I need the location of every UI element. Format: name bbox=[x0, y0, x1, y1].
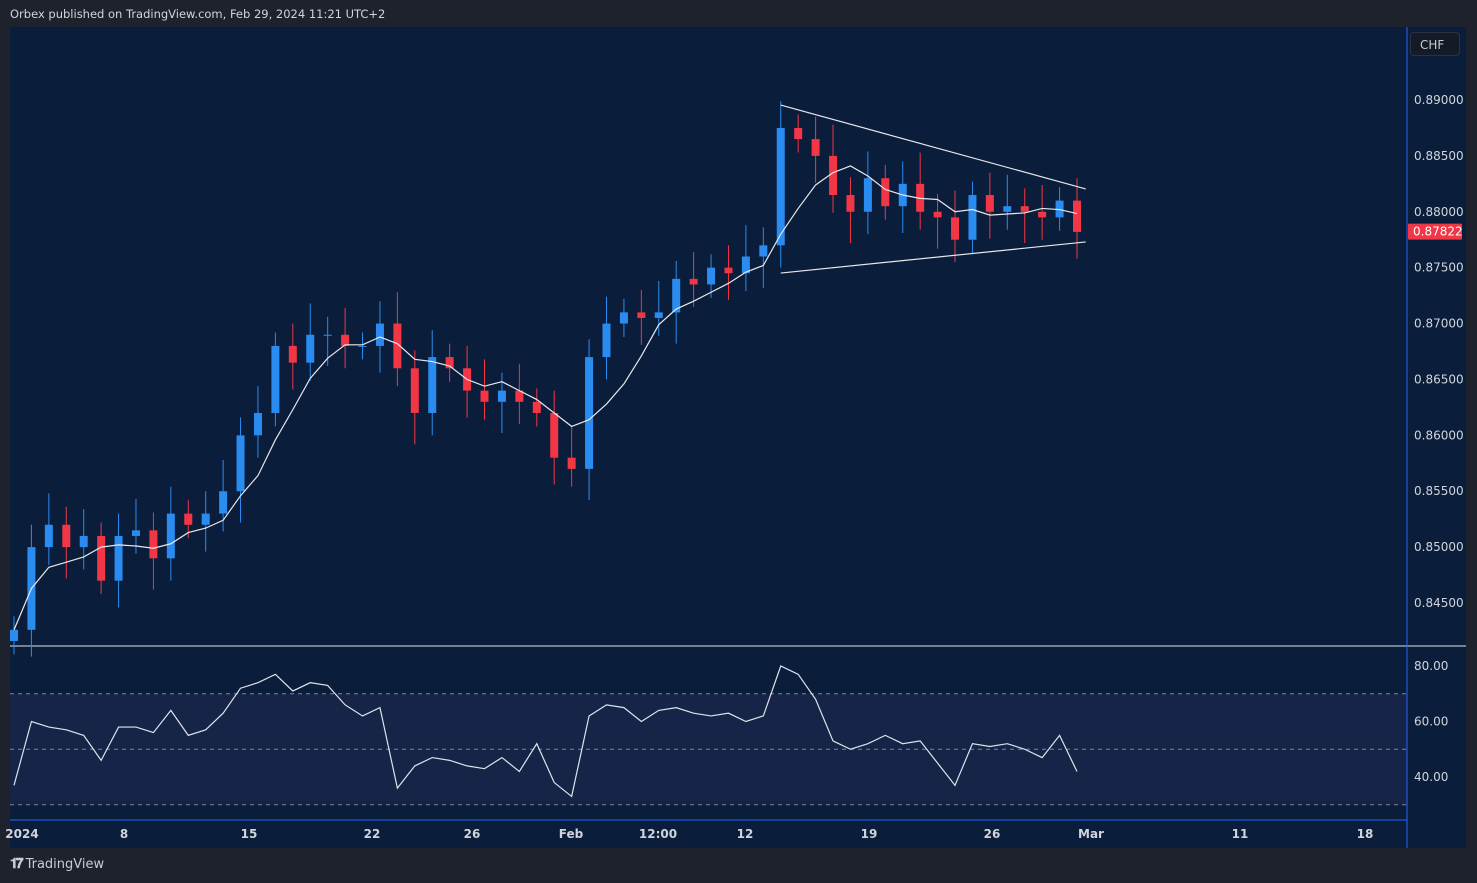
candle-body bbox=[1003, 206, 1012, 212]
candle-body bbox=[445, 357, 454, 369]
rsi-line bbox=[13, 665, 1078, 798]
candle-body bbox=[689, 278, 698, 285]
candle-body bbox=[567, 457, 576, 469]
candle-body bbox=[428, 357, 437, 413]
time-tick-label: 2024 bbox=[5, 827, 38, 841]
candle-body bbox=[985, 195, 994, 212]
candle-body bbox=[184, 513, 193, 525]
candle-body bbox=[480, 390, 489, 402]
candle-body bbox=[131, 530, 140, 536]
candle-body bbox=[236, 435, 245, 492]
candle-body bbox=[1073, 200, 1081, 232]
rsi-tick-label: 60.00 bbox=[1414, 715, 1448, 729]
candle-body bbox=[515, 390, 524, 402]
currency-button[interactable]: CHF bbox=[1410, 32, 1460, 56]
candle-body bbox=[149, 530, 158, 559]
candle-body bbox=[672, 278, 681, 313]
candle-body bbox=[707, 267, 716, 285]
candle-body bbox=[306, 334, 315, 363]
time-tick-label: Feb bbox=[559, 827, 584, 841]
trendline-upper bbox=[780, 104, 1086, 190]
price-tick-label: 0.88500 bbox=[1414, 149, 1464, 163]
tradingview-logo[interactable]: 𝟏𝟕 TradingView bbox=[10, 856, 104, 872]
time-tick-label: 22 bbox=[364, 827, 381, 841]
candle-body bbox=[288, 345, 297, 363]
candle-body bbox=[759, 245, 768, 257]
time-tick-label: 26 bbox=[464, 827, 481, 841]
price-tick-label: 0.89000 bbox=[1414, 93, 1464, 107]
price-tick-label: 0.86000 bbox=[1414, 428, 1464, 442]
candle-body bbox=[654, 312, 663, 318]
candle-body bbox=[62, 524, 71, 548]
candle-body bbox=[1038, 211, 1047, 218]
price-tick-label: 0.88000 bbox=[1414, 205, 1464, 219]
candle-body bbox=[201, 513, 210, 525]
candle-body bbox=[968, 195, 977, 240]
candle-body bbox=[271, 345, 280, 413]
price-tick-label: 0.85500 bbox=[1414, 484, 1464, 498]
candle-body bbox=[253, 412, 262, 436]
trendline-lower bbox=[780, 241, 1086, 274]
time-tick-label: 15 bbox=[241, 827, 258, 841]
candle-body bbox=[114, 535, 123, 581]
candle-body bbox=[933, 211, 942, 218]
tradingview-logo-icon: 𝟏𝟕 bbox=[10, 856, 24, 872]
rsi-tick-label: 40.00 bbox=[1414, 770, 1448, 784]
moving-average-line bbox=[13, 165, 1078, 631]
candle-body bbox=[1020, 206, 1029, 212]
candle-body bbox=[532, 401, 541, 413]
candle-body bbox=[341, 334, 350, 346]
price-tick-label: 0.87500 bbox=[1414, 261, 1464, 275]
candle-body bbox=[863, 178, 872, 212]
candle-body bbox=[79, 535, 88, 548]
candle-body bbox=[776, 127, 785, 246]
candle-body bbox=[375, 323, 384, 346]
time-tick-label: 8 bbox=[120, 827, 128, 841]
price-tick-label: 0.84500 bbox=[1414, 596, 1464, 610]
price-tick-label: 0.87000 bbox=[1414, 317, 1464, 331]
publish-info: Orbex published on TradingView.com, Feb … bbox=[10, 7, 386, 21]
candle-body bbox=[44, 524, 53, 548]
time-tick-label: 19 bbox=[861, 827, 878, 841]
candle-body bbox=[166, 513, 175, 559]
candle-body bbox=[585, 357, 594, 469]
candle-body bbox=[550, 412, 559, 458]
candle-body bbox=[10, 629, 18, 642]
candle-body bbox=[881, 178, 890, 207]
time-tick-label: 11 bbox=[1232, 827, 1249, 841]
candle-body bbox=[741, 256, 750, 274]
candle-body bbox=[829, 155, 838, 196]
candle-body bbox=[951, 217, 960, 240]
last-price-label: 0.87822 bbox=[1413, 225, 1463, 239]
candle-body bbox=[97, 535, 106, 581]
price-tick-label: 0.86500 bbox=[1414, 372, 1464, 386]
time-tick-label: 26 bbox=[984, 827, 1001, 841]
candle-body bbox=[637, 312, 646, 318]
time-tick-label: 12:00 bbox=[639, 827, 677, 841]
candle-body bbox=[602, 323, 611, 358]
candle-body bbox=[497, 390, 506, 402]
candle-body bbox=[323, 334, 332, 336]
candle-body bbox=[410, 368, 419, 413]
time-tick-label: Mar bbox=[1078, 827, 1104, 841]
candle-body bbox=[794, 127, 803, 140]
candle-body bbox=[811, 139, 820, 156]
candle-body bbox=[724, 267, 733, 274]
price-tick-label: 0.85000 bbox=[1414, 540, 1464, 554]
time-tick-label: 18 bbox=[1357, 827, 1374, 841]
candle-body bbox=[358, 345, 367, 347]
candle-body bbox=[393, 323, 402, 369]
rsi-tick-label: 80.00 bbox=[1414, 659, 1448, 673]
logo-text: TradingView bbox=[25, 856, 105, 872]
candle-body bbox=[219, 491, 228, 514]
time-tick-label: 12 bbox=[737, 827, 754, 841]
last-price-badge bbox=[1408, 223, 1462, 240]
candle-body bbox=[846, 195, 855, 212]
candle-body bbox=[619, 312, 628, 324]
